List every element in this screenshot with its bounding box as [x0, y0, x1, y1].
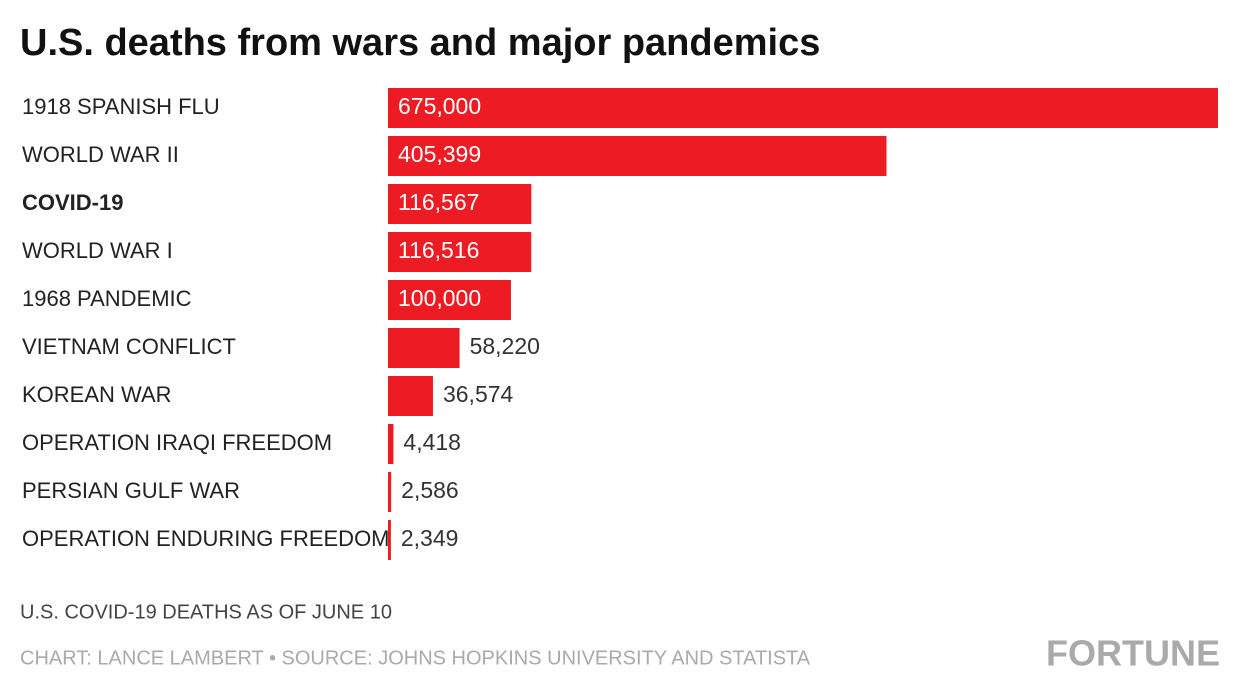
- value-label: 4,418: [403, 429, 461, 455]
- category-label: 1968 PANDEMIC: [22, 286, 192, 311]
- bar: [388, 88, 1218, 128]
- note: U.S. COVID-19 DEATHS AS OF JUNE 10: [20, 601, 392, 623]
- category-label: COVID-19: [22, 190, 123, 215]
- bar: [388, 184, 532, 224]
- brand-logo: FORTUNE: [1046, 633, 1220, 674]
- value-label: 100,000: [398, 285, 481, 311]
- value-label: 36,574: [443, 381, 514, 407]
- value-label: 2,349: [401, 525, 459, 551]
- category-label: PERSIAN GULF WAR: [22, 478, 240, 503]
- category-label: 1918 SPANISH FLU: [22, 94, 220, 119]
- category-label: OPERATION IRAQI FREEDOM: [22, 430, 332, 455]
- bar: [388, 376, 433, 416]
- chart-title: U.S. deaths from wars and major pandemic…: [20, 22, 820, 64]
- value-label: 2,586: [401, 477, 459, 503]
- value-label: 116,516: [398, 237, 479, 263]
- bar: [388, 472, 392, 512]
- bar: [388, 232, 532, 272]
- category-label: OPERATION ENDURING FREEDOM: [22, 526, 390, 551]
- value-label: 116,567: [398, 189, 479, 215]
- bar: [388, 136, 887, 176]
- source: CHART: LANCE LAMBERT • SOURCE: JOHNS HOP…: [20, 647, 811, 669]
- value-label: 405,399: [398, 141, 481, 167]
- category-label: KOREAN WAR: [22, 382, 172, 407]
- bar: [388, 520, 391, 560]
- bar: [388, 280, 511, 320]
- value-label: 675,000: [398, 93, 481, 119]
- category-label: WORLD WAR I: [22, 238, 173, 263]
- bar: [388, 424, 394, 464]
- category-label: WORLD WAR II: [22, 142, 179, 167]
- value-label: 58,220: [470, 333, 540, 359]
- category-label: VIETNAM CONFLICT: [22, 334, 236, 359]
- bar: [388, 328, 460, 368]
